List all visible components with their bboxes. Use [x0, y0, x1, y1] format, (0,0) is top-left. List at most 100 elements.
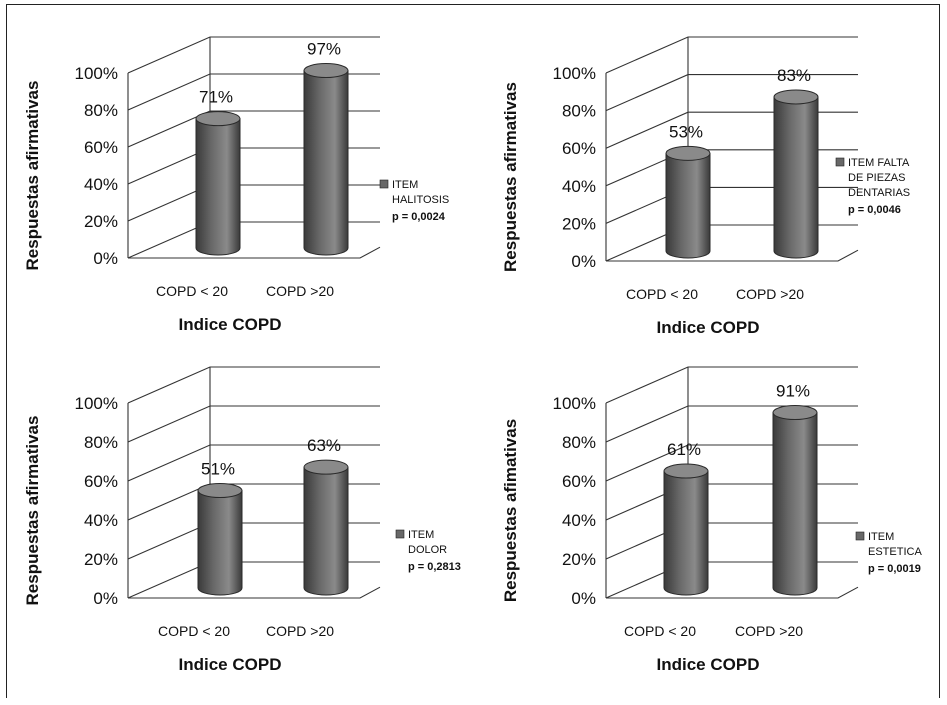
chart-halitosis-data-label: 97%	[307, 40, 341, 59]
chart-falta-piezas-ytick-label: 40%	[562, 177, 596, 196]
chart-falta-piezas-gridline	[605, 149, 858, 187]
chart-falta-piezas-svg: 0% 20% 40% 60% 80% 100% 53% COPD < 20 83% COPD >2…	[501, 36, 910, 337]
chart-estetica-floor-edge	[606, 586, 859, 599]
chart-dolor-ytick-label: 60%	[84, 472, 118, 491]
chart-dolor-x-axis-title: Indice COPD	[179, 655, 282, 674]
chart-dolor-floor-edge	[128, 586, 381, 599]
chart-dolor-category-label: COPD < 20	[158, 623, 230, 639]
chart-halitosis-bar-top	[303, 63, 349, 79]
chart-falta-piezas-legend-text: ITEM FALTA	[848, 157, 910, 169]
chart-halitosis-ytick-label: 80%	[84, 101, 118, 120]
chart-estetica-legend-text: ITEM	[868, 531, 894, 543]
chart-estetica-legend-text: ESTETICA	[868, 546, 922, 558]
chart-estetica-gridline	[605, 522, 858, 560]
chart-estetica-ytick-label: 60%	[562, 472, 596, 491]
chart-falta-piezas-bar	[665, 145, 711, 259]
chart-dolor-bar	[197, 483, 243, 596]
chart-estetica-gridline	[605, 444, 858, 482]
chart-estetica-ytick-label: 20%	[562, 550, 596, 569]
chart-halitosis-p-value: p = 0,0024	[392, 211, 446, 223]
chart-falta-piezas-data-label: 53%	[669, 122, 703, 141]
chart-dolor-legend-text: ITEM	[408, 529, 434, 541]
chart-dolor-data-label: 63%	[307, 436, 341, 455]
chart-falta-piezas-ytick-label: 80%	[562, 102, 596, 121]
chart-halitosis-bar-body	[303, 70, 349, 256]
chart-falta-piezas-category-label: COPD >20	[736, 286, 804, 302]
chart-dolor-ytick-label: 0%	[93, 589, 118, 608]
chart-falta-piezas-gridline	[605, 224, 858, 262]
chart-estetica-category-label: COPD >20	[735, 623, 803, 639]
chart-estetica-bar	[772, 405, 818, 596]
chart-estetica: 0% 20% 40% 60% 80% 100% 61% COPD < 20 91% COPD >2…	[488, 348, 947, 688]
chart-dolor-legend-text: DOLOR	[408, 544, 447, 556]
chart-dolor-bar	[303, 459, 349, 596]
chart-falta-piezas-gridline	[605, 36, 858, 74]
chart-estetica-ytick-label: 100%	[553, 394, 596, 413]
chart-halitosis-ytick-label: 60%	[84, 138, 118, 157]
chart-dolor-svg: 0% 20% 40% 60% 80% 100% 51% COPD < 20 63% COPD >2…	[23, 366, 461, 674]
chart-falta-piezas-category-label: COPD < 20	[626, 286, 698, 302]
chart-halitosis-floor-edge	[128, 246, 381, 259]
chart-estetica-bar-top	[772, 405, 818, 421]
chart-halitosis-x-axis-title: Indice COPD	[179, 315, 282, 334]
chart-falta-piezas-p-value: p = 0,0046	[848, 204, 901, 216]
chart-falta-piezas-bar-top	[773, 89, 819, 105]
chart-falta-piezas-floor-edge	[606, 249, 859, 262]
chart-falta-piezas-bar-body	[665, 152, 711, 259]
chart-halitosis-bar-top	[195, 111, 241, 127]
chart-halitosis-svg: 0% 20% 40% 60% 80% 100% 71% COPD < 20 97% COPD >2…	[23, 36, 449, 334]
chart-dolor-bar-body	[197, 490, 243, 596]
chart-estetica-gridline	[605, 561, 858, 599]
chart-halitosis-legend-swatch	[379, 179, 389, 189]
chart-halitosis-y-axis-title: Respuestas afirmativas	[23, 81, 42, 271]
chart-estetica-y-axis-title: Respuestas afimativas	[501, 419, 520, 602]
chart-estetica-category-label: COPD < 20	[624, 623, 696, 639]
chart-falta-piezas-bar-top	[665, 145, 711, 161]
figure-frame	[6, 4, 940, 698]
chart-estetica-gridline	[605, 483, 858, 521]
chart-dolor-bar-top	[303, 459, 349, 475]
chart-halitosis-ytick-label: 100%	[75, 64, 118, 83]
chart-dolor-ytick-label: 100%	[75, 394, 118, 413]
chart-falta-piezas-data-label: 83%	[777, 66, 811, 85]
chart-falta-piezas-gridline	[605, 111, 858, 149]
chart-falta-piezas-y-axis-title: Respuestas afirmativas	[501, 82, 520, 272]
chart-dolor-ytick-label: 80%	[84, 433, 118, 452]
chart-estetica-legend-swatch	[855, 531, 865, 541]
chart-dolor-data-label: 51%	[201, 460, 235, 479]
chart-halitosis: 0% 20% 40% 60% 80% 100% 71% COPD < 20 97% COPD >2…	[10, 8, 480, 348]
chart-estetica-x-axis-title: Indice COPD	[657, 655, 760, 674]
chart-estetica-bar-body	[772, 412, 818, 596]
chart-halitosis-bar	[195, 111, 241, 256]
chart-dolor-bar-top	[197, 483, 243, 499]
chart-dolor-y-axis-title: Respuestas afirmativas	[23, 416, 42, 606]
chart-falta-piezas-ytick-label: 0%	[571, 252, 596, 271]
chart-falta-piezas-gridline	[605, 186, 858, 224]
chart-dolor-gridline	[127, 366, 380, 404]
chart-estetica-bar-body	[663, 470, 709, 596]
chart-halitosis-bar-body	[195, 118, 241, 256]
chart-dolor-gridline	[127, 405, 380, 443]
chart-estetica-gridline	[605, 366, 858, 404]
chart-halitosis-category-label: COPD < 20	[156, 283, 228, 299]
chart-falta-piezas-bar	[773, 89, 819, 259]
chart-halitosis-legend-text: ITEM	[392, 179, 418, 191]
chart-estetica-data-label: 61%	[667, 440, 701, 459]
chart-falta-piezas-ytick-label: 20%	[562, 214, 596, 233]
chart-falta-piezas-legend-text: DE PIEZAS	[848, 172, 905, 184]
chart-halitosis-data-label: 71%	[199, 88, 233, 107]
chart-dolor-p-value: p = 0,2813	[408, 561, 461, 573]
chart-dolor-ytick-label: 20%	[84, 550, 118, 569]
chart-halitosis-ytick-label: 20%	[84, 212, 118, 231]
chart-dolor-legend-swatch	[395, 529, 405, 539]
chart-halitosis-category-label: COPD >20	[266, 283, 334, 299]
chart-halitosis-legend-text: HALITOSIS	[392, 194, 449, 206]
chart-halitosis-ytick-label: 40%	[84, 175, 118, 194]
chart-falta-piezas-legend-swatch	[835, 157, 845, 167]
chart-falta-piezas-ytick-label: 60%	[562, 139, 596, 158]
chart-falta-piezas-bar-body	[773, 96, 819, 259]
chart-halitosis-bar	[303, 63, 349, 256]
chart-falta-piezas-legend-text: DENTARIAS	[848, 187, 910, 199]
chart-estetica-bar-top	[663, 463, 709, 479]
chart-dolor-ytick-label: 40%	[84, 511, 118, 530]
